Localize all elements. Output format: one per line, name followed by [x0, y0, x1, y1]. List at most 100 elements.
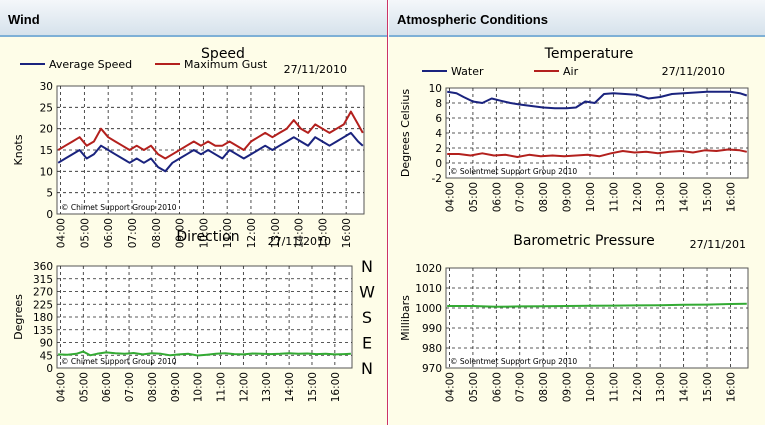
legend-label: Average Speed	[49, 58, 132, 71]
x-tick-label: 14:00	[679, 372, 691, 402]
x-tick-label: 04:00	[445, 372, 457, 402]
x-tick-label: 13:00	[655, 182, 667, 212]
x-tick-label: 12:00	[246, 218, 258, 248]
y-tick-label: 4	[435, 128, 442, 140]
temperature-chart: -2 0 2 4 6 8 10 04:00 05:00 06:00 07:00 08:00 09:00 1…	[399, 46, 749, 212]
atmospheric-panel-title: Atmospheric Conditions	[397, 12, 548, 27]
x-tick-label: 16:00	[341, 218, 353, 248]
x-tick-label: 11:00	[222, 218, 234, 248]
chart-title: Speed	[201, 46, 245, 62]
x-tick-label: 12:00	[632, 182, 644, 212]
chart-watermark: © Chimet Support Group 2010	[61, 357, 177, 366]
speed-chart: 0 5 10 15 20 25 30 04:00 05:00 06:00 07:00 08:00 09:…	[12, 46, 365, 248]
x-tick-label: 16:00	[725, 182, 737, 212]
x-tick-label: 08:00	[151, 218, 163, 248]
chart-watermark: © Solentmet Support Group 2010	[450, 357, 577, 366]
x-tick-label: 12:00	[632, 372, 644, 402]
y-tick-label: 90	[40, 338, 53, 350]
x-tick-label: 13:00	[655, 372, 667, 402]
chart-watermark: © Solentmet Support Group 2010	[450, 167, 577, 176]
chart-title: Temperature	[544, 46, 634, 62]
y-tick-label: 980	[422, 343, 442, 355]
y-tick-label: 2	[435, 143, 442, 155]
y-tick-label: 25	[40, 102, 53, 114]
legend-label: Maximum Gust	[184, 58, 268, 71]
y-axis-label: Degrees Celsius	[399, 89, 412, 178]
y-tick-label: 970	[422, 363, 442, 375]
y-tick-label: 270	[33, 287, 53, 299]
y-tick-label: 1000	[415, 303, 442, 315]
x-tick-label: 06:00	[101, 372, 113, 402]
x-tick-label: 11:00	[608, 182, 620, 212]
y-tick-label: 5	[46, 188, 53, 200]
y-tick-label: 30	[40, 81, 53, 93]
chart-date: 27/11/201	[690, 238, 746, 251]
x-tick-label: 10:00	[193, 372, 205, 402]
x-tick-label: 05:00	[78, 372, 90, 402]
x-tick-label: 14:00	[284, 372, 296, 402]
chart-watermark: © Chimet Support Group 2010	[61, 203, 177, 212]
x-tick-label: 11:00	[216, 372, 228, 402]
x-tick-label: 08:00	[147, 372, 159, 402]
x-tick-label: 16:00	[725, 372, 737, 402]
compass-label: E	[362, 334, 372, 353]
y-tick-label: 1020	[415, 263, 442, 275]
chart-date: 27/11/2010	[268, 235, 331, 248]
x-tick-label: 08:00	[538, 182, 550, 212]
x-tick-label: 15:00	[702, 372, 714, 402]
y-tick-label: 135	[33, 325, 53, 337]
series-line	[447, 148, 748, 158]
legend-label: Air	[563, 65, 579, 78]
y-tick-label: 0	[46, 209, 53, 221]
y-tick-label: 45	[40, 350, 53, 362]
series-line	[57, 131, 364, 173]
x-tick-label: 11:00	[608, 372, 620, 402]
x-tick-label: 13:00	[261, 372, 273, 402]
x-tick-label: 04:00	[56, 218, 68, 248]
y-tick-label: 0	[435, 158, 442, 170]
x-tick-label: 15:00	[307, 372, 319, 402]
x-tick-label: 07:00	[515, 372, 527, 402]
compass-label: N	[361, 257, 373, 276]
wind-panel-title: Wind	[8, 12, 40, 27]
x-tick-label: 14:00	[294, 218, 306, 248]
chart-date: 27/11/2010	[662, 65, 725, 78]
chart-title: Direction	[176, 229, 239, 245]
y-tick-label: 180	[33, 312, 53, 324]
y-tick-label: 8	[435, 98, 442, 110]
x-tick-label: 16:00	[330, 372, 342, 402]
wind-panel-header: Wind	[0, 0, 387, 37]
x-tick-label: 13:00	[270, 218, 282, 248]
compass-label: S	[362, 308, 372, 327]
y-tick-label: 315	[33, 274, 53, 286]
y-tick-label: 10	[40, 166, 53, 178]
x-tick-label: 15:00	[702, 182, 714, 212]
compass-label: N	[361, 359, 373, 378]
x-tick-label: 09:00	[170, 372, 182, 402]
atmospheric-panel-header: Atmospheric Conditions	[389, 0, 765, 37]
y-axis-label: Millibars	[399, 295, 412, 341]
x-tick-label: 07:00	[127, 218, 139, 248]
x-tick-label: 09:00	[175, 218, 187, 248]
chart-title: Barometric Pressure	[513, 233, 655, 249]
x-tick-label: 07:00	[515, 182, 527, 212]
series-line	[57, 110, 364, 160]
x-tick-label: 10:00	[585, 372, 597, 402]
x-tick-label: 09:00	[562, 182, 574, 212]
y-tick-label: -2	[432, 173, 442, 185]
y-axis-label: Knots	[12, 134, 25, 165]
x-tick-label: 14:00	[679, 182, 691, 212]
y-tick-label: 6	[435, 113, 442, 125]
x-tick-label: 05:00	[468, 372, 480, 402]
x-tick-label: 05:00	[468, 182, 480, 212]
x-tick-label: 08:00	[538, 372, 550, 402]
series-line	[447, 90, 748, 110]
x-tick-label: 12:00	[238, 372, 250, 402]
y-tick-label: 15	[40, 145, 53, 157]
x-tick-label: 04:00	[55, 372, 67, 402]
compass-label: W	[359, 283, 375, 302]
x-tick-label: 10:00	[585, 182, 597, 212]
x-tick-label: 06:00	[103, 218, 115, 248]
y-tick-label: 0	[46, 363, 53, 375]
y-tick-label: 225	[33, 299, 53, 311]
